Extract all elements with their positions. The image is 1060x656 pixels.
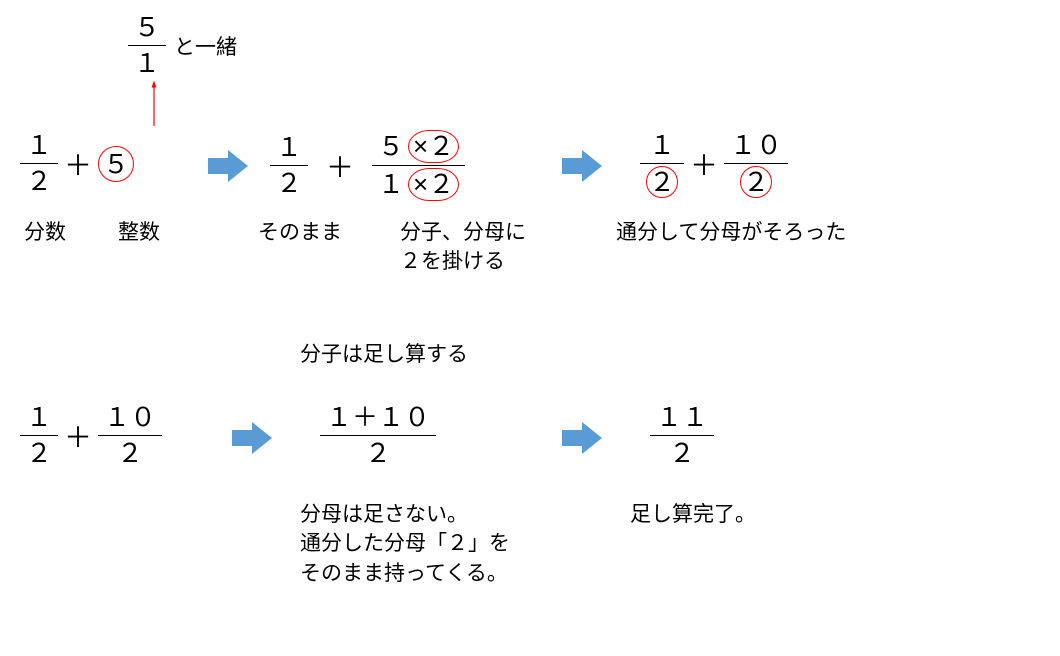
r1s2-f1-num: １ (270, 130, 308, 165)
r1s3-f2-den: ２ (734, 164, 778, 200)
top-note-frac: ５ １ (128, 10, 166, 81)
plus-sign: ＋ (64, 144, 92, 184)
r2-step1: １ ２ ＋ １０ ２ (20, 400, 162, 471)
arrow-1 (206, 148, 250, 184)
r2s3-caption: 足し算完了。 (630, 500, 756, 529)
top-note-den: １ (128, 46, 166, 81)
r2s2-caption-l3: そのまま持ってくる。 (300, 559, 510, 588)
r1s3-f2-den-val: ２ (743, 167, 769, 197)
arrow-4 (560, 420, 604, 456)
r2s1-f1-den: ２ (20, 436, 58, 471)
r1-step1: １ ２ ＋ ５ (20, 128, 134, 199)
r2s2-num: １＋１０ (320, 400, 436, 435)
circled-integer: ５ (98, 146, 134, 182)
red-up-arrow (146, 80, 162, 128)
r1s1-caption-right: 整数 (118, 218, 160, 247)
r2-step3: １１ ２ (650, 400, 714, 471)
plus-sign: ＋ (690, 144, 718, 184)
r1s2-f2-den-b-text: ×２ (413, 169, 454, 199)
r2s2-frac: １＋１０ ２ (320, 400, 436, 471)
r1s2-caption-right-l1: 分子、分母に (400, 218, 526, 247)
r1s3-f2-num: １０ (724, 128, 788, 163)
r1s3-f1-den-val: ２ (649, 167, 675, 197)
r1s3-frac1: １ ２ (640, 128, 684, 200)
r2s3-num: １１ (650, 400, 714, 435)
r1s2-f1-den: ２ (270, 166, 308, 201)
r1s3-f1-num: １ (643, 128, 681, 163)
r1-step3: １ ２ ＋ １０ ２ (640, 128, 788, 200)
r1s2-caption-left: そのまま (258, 218, 342, 247)
r2s1-frac1: １ ２ (20, 400, 58, 471)
r1s3-caption: 通分して分母がそろった (616, 218, 846, 247)
r1s2-frac2: ５ ×２ １ ×２ (372, 128, 465, 203)
r1s2-f2-num-b: ×２ (408, 130, 459, 163)
r1s2-f2-num: ５ ×２ (372, 128, 465, 165)
r1s2-f2-num-a: ５ (378, 131, 404, 162)
r2-step2: １＋１０ ２ (320, 400, 436, 471)
r2s2-caption-l1: 分母は足さない。 (300, 500, 510, 529)
r1s2-f2-den-a: １ (378, 169, 404, 200)
top-note: ５ １ と一緒 (128, 10, 237, 81)
r1s1-den: ２ (20, 164, 58, 199)
plus-sign: ＋ (326, 146, 354, 186)
r1s2-caption-right: 分子、分母に ２を掛ける (400, 218, 526, 277)
r2s1-f1-num: １ (20, 400, 58, 435)
r2s2-caption-l2: 通分した分母「２」を (300, 529, 510, 558)
r2s3-den: ２ (663, 436, 701, 471)
r2s2-bottom-caption: 分母は足さない。 通分した分母「２」を そのまま持ってくる。 (300, 500, 510, 588)
r1s1-num: １ (20, 128, 58, 163)
r1s3-frac2: １０ ２ (724, 128, 788, 200)
plus-sign: ＋ (64, 416, 92, 456)
r1-step2: １ ２ ＋ ５ ×２ １ ×２ (270, 128, 465, 203)
r1s2-f2-den: １ ×２ (372, 166, 465, 203)
r2s1-f2-den: ２ (111, 436, 149, 471)
top-note-num: ５ (128, 10, 166, 45)
r2s2-top-caption: 分子は足し算する (300, 340, 468, 369)
r2s3-frac: １１ ２ (650, 400, 714, 471)
r2s1-frac2: １０ ２ (98, 400, 162, 471)
r1s1-frac: １ ２ (20, 128, 58, 199)
r1s3-f1-den: ２ (640, 164, 684, 200)
r1s2-caption-right-l2: ２を掛ける (400, 247, 526, 276)
r1s2-f2-num-b-text: ×２ (413, 131, 454, 161)
arrow-3 (230, 420, 274, 456)
arrow-2 (560, 148, 604, 184)
top-note-text: と一緒 (174, 31, 237, 61)
r1s2-frac1: １ ２ (270, 130, 308, 201)
r1s2-f2-den-b: ×２ (408, 168, 459, 201)
r2s2-den: ２ (359, 436, 397, 471)
integer-value: ５ (103, 149, 129, 179)
r2s1-f2-num: １０ (98, 400, 162, 435)
r1s1-caption-left: 分数 (24, 218, 66, 247)
